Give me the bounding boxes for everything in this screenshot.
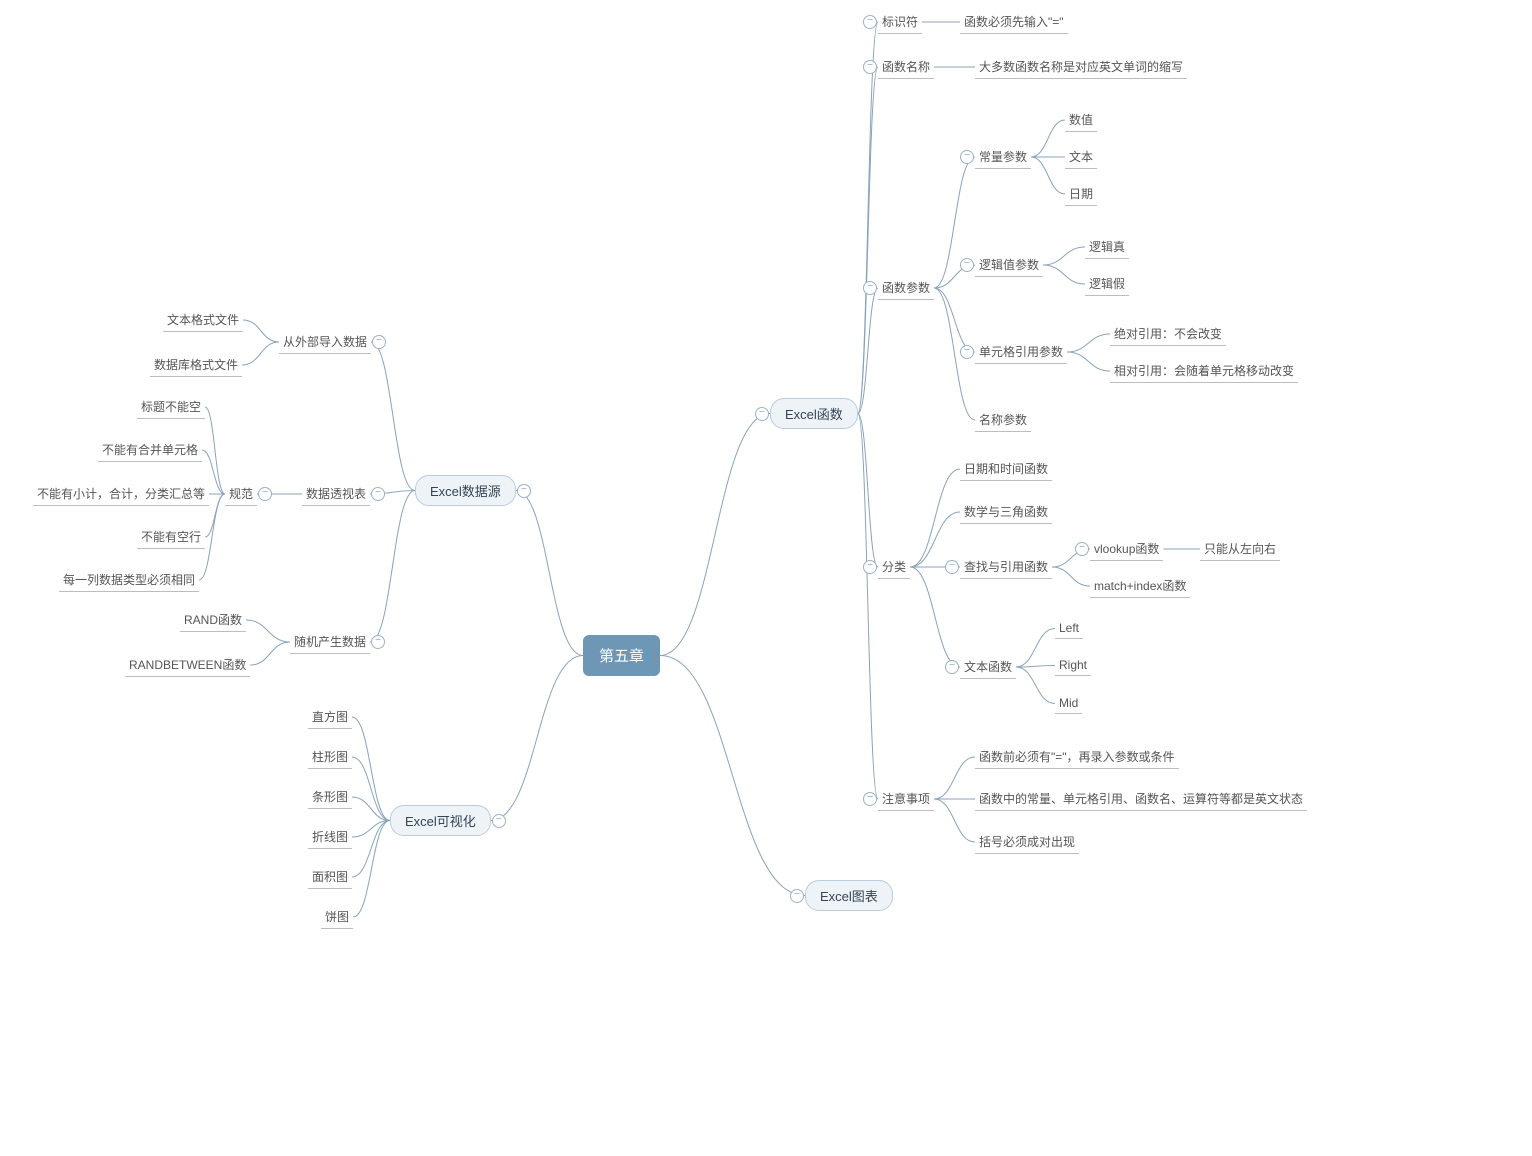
mindmap-node-viz3[interactable]: 条形图	[308, 785, 352, 809]
collapse-toggle-piv_nor[interactable]: −	[258, 487, 272, 501]
mindmap-node-b_src[interactable]: Excel数据源	[415, 475, 516, 506]
mindmap-node-src_piv[interactable]: 数据透视表	[302, 482, 370, 506]
collapse-toggle-par_const[interactable]: −	[960, 150, 974, 164]
mindmap-node-pr1[interactable]: 绝对引用：不会改变	[1110, 322, 1226, 346]
collapse-toggle-c3a[interactable]: −	[1075, 542, 1089, 556]
collapse-toggle-f_id[interactable]: −	[863, 15, 877, 29]
mindmap-node-n3[interactable]: 括号必须成对出现	[975, 830, 1079, 854]
mindmap-node-cat1[interactable]: 日期和时间函数	[960, 457, 1052, 481]
collapse-toggle-cat4[interactable]: −	[945, 660, 959, 674]
mindmap-node-nor5[interactable]: 每一列数据类型必须相同	[59, 568, 199, 592]
collapse-toggle-f_name[interactable]: −	[863, 60, 877, 74]
mindmap-node-viz4[interactable]: 折线图	[308, 825, 352, 849]
mindmap-node-viz1[interactable]: 直方图	[308, 705, 352, 729]
mindmap-node-imp_txt[interactable]: 文本格式文件	[163, 308, 243, 332]
mindmap-node-f_id[interactable]: 标识符	[878, 10, 922, 34]
mindmap-node-nor4[interactable]: 不能有空行	[137, 525, 205, 549]
mindmap-node-viz6[interactable]: 饼图	[321, 905, 353, 929]
mindmap-node-c4b[interactable]: Right	[1055, 655, 1091, 676]
mindmap-node-cat2[interactable]: 数学与三角函数	[960, 500, 1052, 524]
collapse-toggle-b_viz[interactable]: −	[492, 814, 506, 828]
mindmap-node-pb1[interactable]: 逻辑真	[1085, 235, 1129, 259]
mindmap-node-pb2[interactable]: 逻辑假	[1085, 272, 1129, 296]
mindmap-node-piv_nor[interactable]: 规范	[225, 482, 257, 506]
mindmap-node-imp_db[interactable]: 数据库格式文件	[150, 353, 242, 377]
mindmap-node-cat3[interactable]: 查找与引用函数	[960, 555, 1052, 579]
mindmap-node-root[interactable]: 第五章	[583, 635, 660, 676]
mindmap-node-b_viz[interactable]: Excel可视化	[390, 805, 491, 836]
mindmap-node-pc3[interactable]: 日期	[1065, 182, 1097, 206]
mindmap-node-c3b[interactable]: match+index函数	[1090, 574, 1190, 598]
mindmap-node-f_name[interactable]: 函数名称	[878, 55, 934, 79]
mindmap-node-b_chart[interactable]: Excel图表	[805, 880, 893, 911]
collapse-toggle-par_ref[interactable]: −	[960, 345, 974, 359]
mindmap-node-b_func[interactable]: Excel函数	[770, 398, 858, 429]
collapse-toggle-f_note[interactable]: −	[863, 792, 877, 806]
mindmap-node-pc2[interactable]: 文本	[1065, 145, 1097, 169]
collapse-toggle-src_imp[interactable]: −	[372, 335, 386, 349]
mindmap-node-c3a1[interactable]: 只能从左向右	[1200, 537, 1280, 561]
mindmap-node-n1[interactable]: 函数前必须有"="，再录入参数或条件	[975, 745, 1179, 769]
collapse-toggle-f_cat[interactable]: −	[863, 560, 877, 574]
mindmap-node-par_const[interactable]: 常量参数	[975, 145, 1031, 169]
mindmap-node-par_bool[interactable]: 逻辑值参数	[975, 253, 1043, 277]
mindmap-node-n2[interactable]: 函数中的常量、单元格引用、函数名、运算符等都是英文状态	[975, 787, 1307, 811]
collapse-toggle-b_src[interactable]: −	[517, 484, 531, 498]
mindmap-node-viz2[interactable]: 柱形图	[308, 745, 352, 769]
mindmap-node-nor1[interactable]: 标题不能空	[137, 395, 205, 419]
mindmap-node-f_idv[interactable]: 函数必须先输入"="	[960, 10, 1068, 34]
mindmap-node-rnd2[interactable]: RANDBETWEEN函数	[125, 653, 250, 677]
mindmap-node-c4a[interactable]: Left	[1055, 618, 1083, 639]
collapse-toggle-b_chart[interactable]: −	[790, 889, 804, 903]
collapse-toggle-f_par[interactable]: −	[863, 281, 877, 295]
collapse-toggle-cat3[interactable]: −	[945, 560, 959, 574]
mindmap-node-viz5[interactable]: 面积图	[308, 865, 352, 889]
mindmap-node-f_namev[interactable]: 大多数函数名称是对应英文单词的缩写	[975, 55, 1187, 79]
mindmap-node-f_cat[interactable]: 分类	[878, 555, 910, 579]
mindmap-node-par_ref[interactable]: 单元格引用参数	[975, 340, 1067, 364]
collapse-toggle-par_bool[interactable]: −	[960, 258, 974, 272]
mindmap-node-nor3[interactable]: 不能有小计，合计，分类汇总等	[33, 482, 209, 506]
mindmap-node-nor2[interactable]: 不能有合并单元格	[98, 438, 202, 462]
mindmap-node-src_imp[interactable]: 从外部导入数据	[279, 330, 371, 354]
collapse-toggle-b_func[interactable]: −	[755, 407, 769, 421]
mindmap-node-cat4[interactable]: 文本函数	[960, 655, 1016, 679]
collapse-toggle-src_piv[interactable]: −	[371, 487, 385, 501]
mindmap-node-c4c[interactable]: Mid	[1055, 693, 1082, 714]
mindmap-node-c3a[interactable]: vlookup函数	[1090, 537, 1163, 561]
mindmap-node-f_par[interactable]: 函数参数	[878, 276, 934, 300]
collapse-toggle-src_rnd[interactable]: −	[371, 635, 385, 649]
mindmap-node-rnd1[interactable]: RAND函数	[180, 608, 246, 632]
mindmap-node-src_rnd[interactable]: 随机产生数据	[290, 630, 370, 654]
mindmap-node-par_name[interactable]: 名称参数	[975, 408, 1031, 432]
mindmap-node-pr2[interactable]: 相对引用：会随着单元格移动改变	[1110, 359, 1298, 383]
mindmap-node-f_note[interactable]: 注意事项	[878, 787, 934, 811]
mindmap-node-pc1[interactable]: 数值	[1065, 108, 1097, 132]
